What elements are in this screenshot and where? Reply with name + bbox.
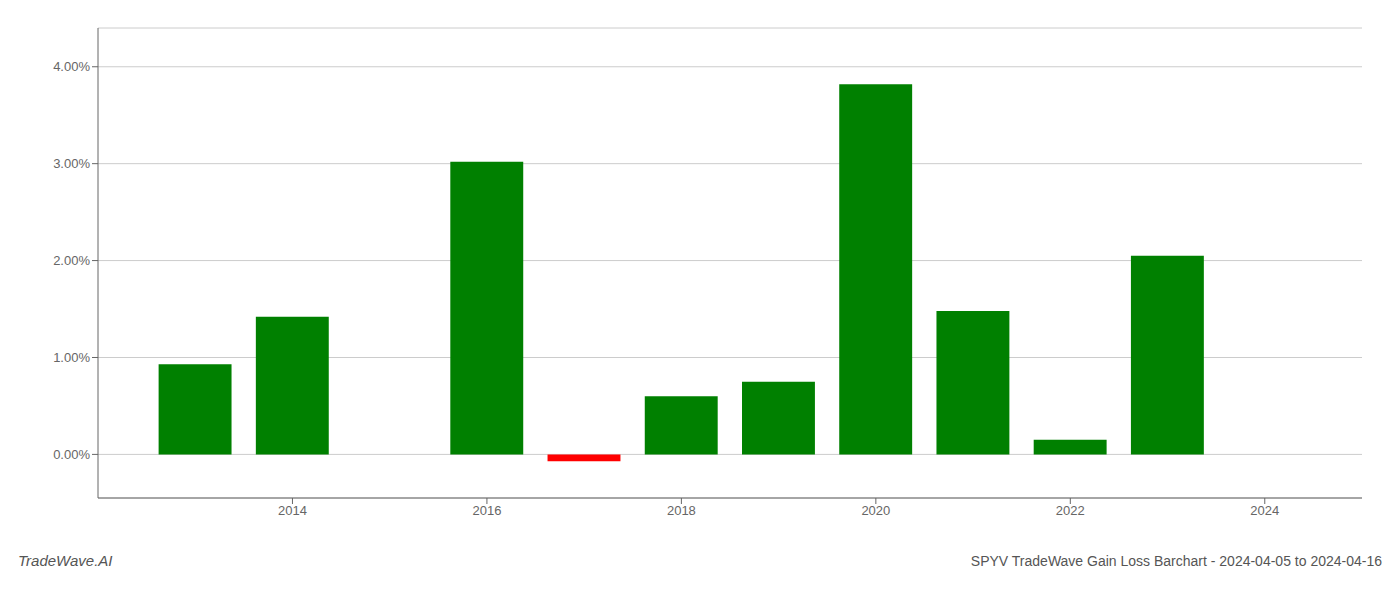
html-text:TradeWave.AI: TradeWave.AI: [18, 552, 113, 569]
svg-text:4.00%: 4.00%: [53, 59, 90, 74]
svg-text:2014: 2014: [278, 503, 307, 518]
svg-text:2022: 2022: [1056, 503, 1085, 518]
svg-text:1.00%: 1.00%: [53, 350, 90, 365]
svg-text:2.00%: 2.00%: [53, 253, 90, 268]
svg-text:2016: 2016: [472, 503, 501, 518]
html-text:SPYV TradeWave Gain Loss Barch: SPYV TradeWave Gain Loss Barchart - 2024…: [970, 553, 1382, 569]
svg-text:2020: 2020: [861, 503, 890, 518]
svg-text:2024: 2024: [1250, 503, 1279, 518]
svg-text:0.00%: 0.00%: [53, 447, 90, 462]
svg-text:2018: 2018: [667, 503, 696, 518]
svg-text:3.00%: 3.00%: [53, 156, 90, 171]
